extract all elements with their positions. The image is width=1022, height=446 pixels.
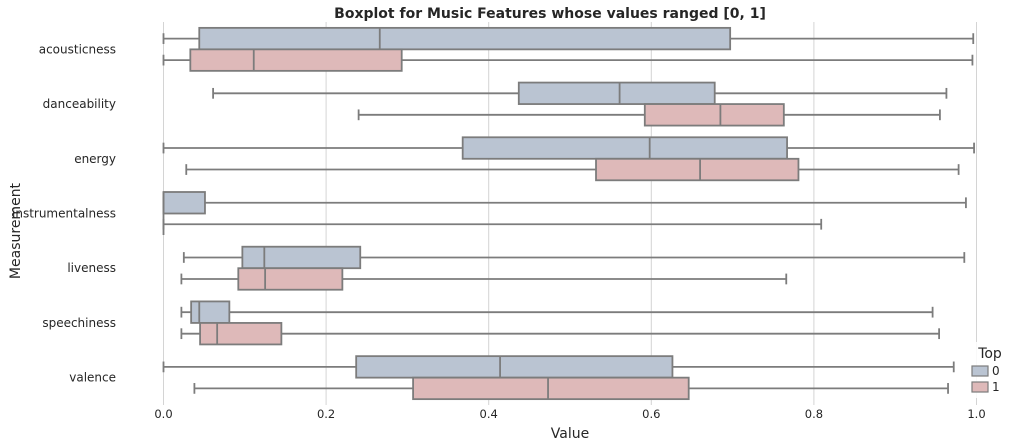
box-iqr: [412, 376, 690, 401]
legend: Top 0 1: [966, 342, 1018, 398]
y-category-label: acousticness: [39, 42, 116, 56]
x-tick-label: 0.4: [480, 407, 498, 421]
legend-label: 1: [992, 380, 1000, 394]
box-group: [162, 26, 975, 51]
box-iqr: [517, 81, 716, 105]
box-iqr: [643, 103, 785, 127]
legend-swatch: [971, 381, 989, 393]
y-category-label: danceability: [43, 97, 116, 111]
x-axis-label: Value: [551, 426, 589, 442]
box-iqr: [199, 322, 283, 346]
box-plots: [162, 26, 975, 401]
x-tick-label: 0.0: [154, 407, 172, 421]
y-category-label: valence: [69, 371, 116, 385]
box-group: [162, 136, 975, 160]
box-iqr: [190, 300, 231, 324]
x-tick-labels: 0.0 0.2 0.4 0.6 0.8 1.0: [154, 407, 985, 421]
box-iqr: [595, 157, 800, 182]
y-category-label: speechiness: [42, 316, 116, 330]
box-group: [180, 322, 941, 346]
box-iqr: [461, 136, 788, 160]
box-iqr: [162, 191, 206, 215]
legend-swatch: [971, 365, 989, 377]
y-category-labels: acousticness danceability energy instrument…: [12, 42, 116, 384]
y-category-label: liveness: [67, 261, 116, 275]
x-tick-label: 0.6: [642, 407, 660, 421]
legend-title: Top: [977, 346, 1002, 362]
box-group: [357, 103, 941, 127]
box-group: [162, 48, 974, 72]
box-group: [180, 300, 934, 324]
y-category-label: instrumentalness: [12, 207, 116, 221]
box-group: [182, 245, 966, 270]
box-group: [162, 355, 955, 379]
box-group: [212, 81, 948, 105]
grid-lines: [163, 22, 977, 405]
x-tick-label: 1.0: [967, 407, 985, 421]
chart-title: Boxplot for Music Features whose values …: [334, 6, 766, 22]
box-group: [185, 157, 960, 182]
y-axis-label: Measurement: [8, 182, 24, 279]
box-iqr: [355, 355, 674, 379]
box-group: [180, 267, 788, 291]
box-iqr: [237, 267, 344, 291]
box-iqr: [241, 245, 362, 270]
box-iqr: [189, 48, 403, 72]
box-group: [162, 191, 967, 215]
box-group: [162, 213, 823, 235]
x-tick-label: 0.2: [317, 407, 335, 421]
box-iqr: [198, 26, 732, 51]
box-group: [193, 376, 949, 401]
x-tick-label: 0.8: [805, 407, 823, 421]
legend-label: 0: [992, 364, 1000, 378]
y-category-label: energy: [74, 152, 116, 166]
